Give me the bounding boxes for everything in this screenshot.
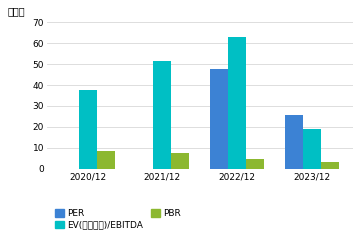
Bar [228, 37, 246, 169]
Bar [321, 162, 339, 169]
Bar [171, 153, 189, 169]
Bar [96, 151, 114, 169]
Bar [246, 159, 264, 169]
Legend: PER, EV(지분조정)/EBITDA, PBR: PER, EV(지분조정)/EBITDA, PBR [51, 205, 185, 233]
Text: （배）: （배） [7, 6, 24, 16]
Bar [303, 129, 321, 169]
Bar [153, 61, 171, 169]
Bar [285, 115, 303, 169]
Bar [210, 69, 228, 169]
Bar [78, 90, 96, 169]
